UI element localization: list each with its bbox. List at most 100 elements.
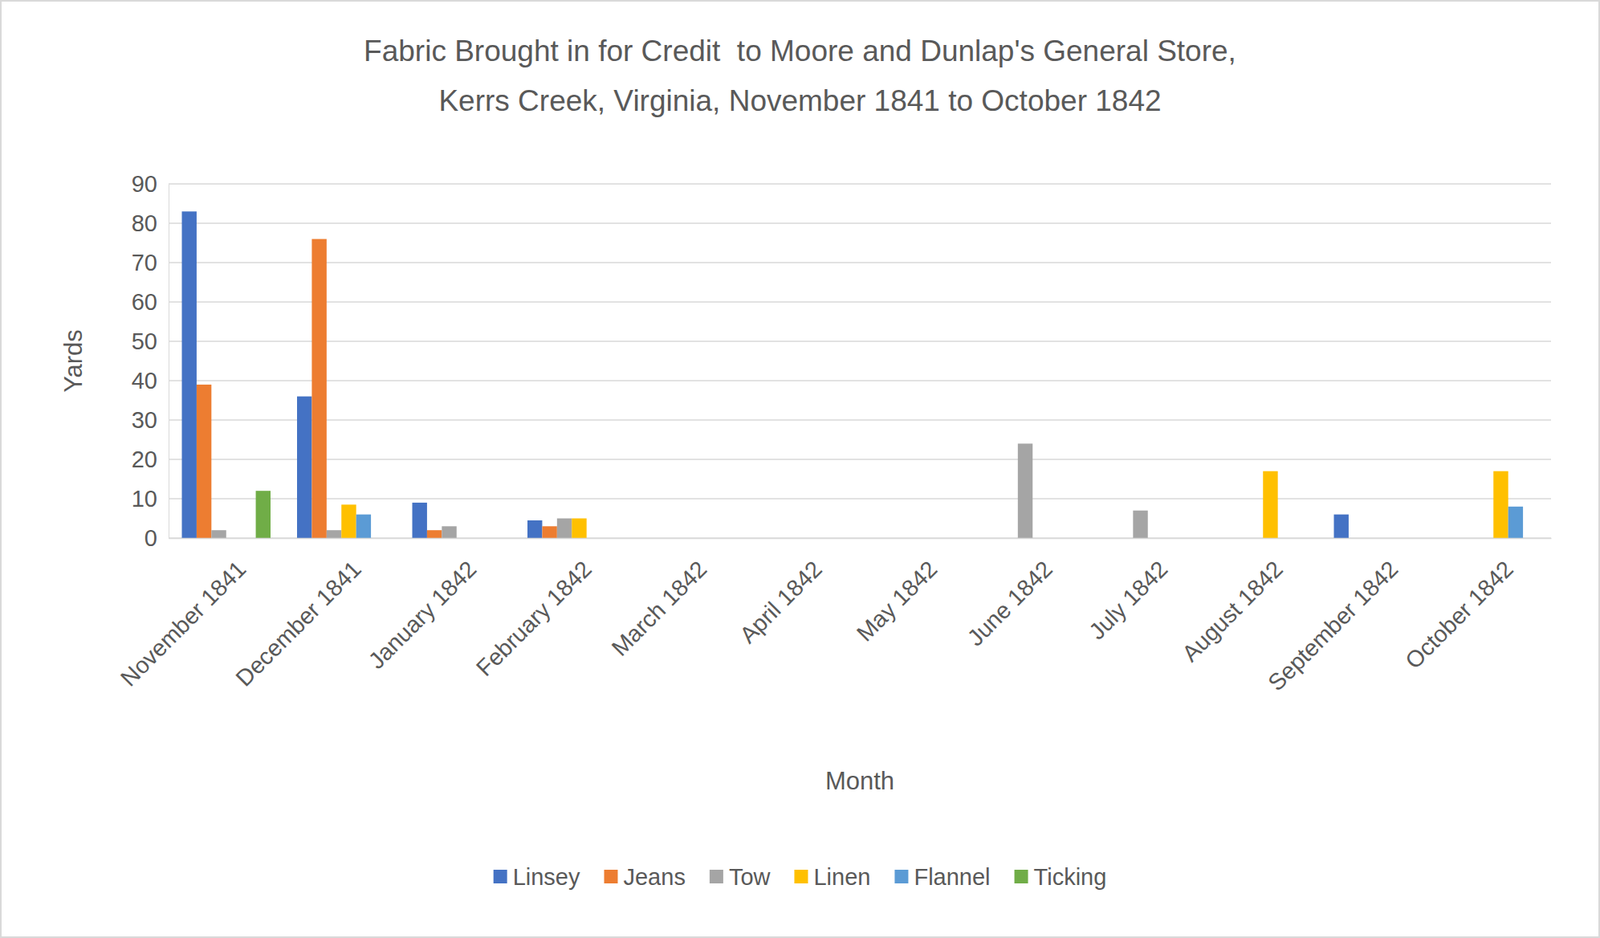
title-line: Fabric Brought in for Credit to Moore an… <box>363 34 1237 68</box>
legend-item: Linsey <box>493 863 581 890</box>
x-tick-label: July 1842 <box>1083 555 1173 644</box>
x-axis-line <box>169 537 1552 540</box>
legend-item: Flannel <box>894 863 990 890</box>
x-tick: May 1842 <box>851 537 943 647</box>
legend-swatch <box>493 869 508 884</box>
x-tick: June 1842 <box>962 537 1058 652</box>
bar <box>427 529 442 538</box>
bar <box>1493 471 1508 538</box>
bar <box>412 502 428 538</box>
y-axis-title: Yards <box>59 329 88 393</box>
bar <box>557 518 572 539</box>
bars <box>182 211 1524 538</box>
y-tick-label: 0 <box>144 525 158 551</box>
x-tick-label: September 1842 <box>1262 555 1403 696</box>
legend: Linsey Jeans Tow Linen Flannel Ticking <box>493 863 1108 890</box>
bar <box>326 529 342 538</box>
legend-label: Jeans <box>622 863 685 890</box>
y-tick: 90 <box>131 170 169 197</box>
legend-label: Linen <box>813 863 871 890</box>
y-tick: 80 <box>131 210 169 237</box>
x-tick-label: May 1842 <box>851 555 943 647</box>
x-tick: March 1842 <box>606 537 713 661</box>
bar <box>1508 506 1523 538</box>
grid-line <box>168 379 1552 382</box>
y-tick-label: 40 <box>131 367 158 394</box>
title-line: Kerrs Creek, Virginia, November 1841 to … <box>438 84 1161 118</box>
x-tick: July 1842 <box>1083 537 1173 645</box>
y-tick-label: 80 <box>131 210 158 237</box>
bar <box>541 525 557 538</box>
series <box>256 490 271 538</box>
bar <box>341 504 356 538</box>
x-tick: December 1841 <box>230 537 367 692</box>
y-tick-label: 30 <box>131 407 158 433</box>
bar <box>311 239 326 538</box>
y-axis: 0 10 20 30 40 50 60 70 80 90 <box>131 170 170 551</box>
x-tick: April 1842 <box>734 537 827 648</box>
series <box>211 443 1148 538</box>
chart: Fabric Brought in for Credit to Moore an… <box>0 0 1600 938</box>
y-tick: 60 <box>131 289 169 315</box>
x-tick-label: June 1842 <box>962 555 1058 651</box>
series <box>196 239 558 538</box>
title: Fabric Brought in for Credit to Moore an… <box>363 34 1237 118</box>
grid-line <box>168 340 1552 342</box>
y-tick-label: 20 <box>131 446 158 473</box>
legend-item: Linen <box>793 863 871 890</box>
legend-label: Flannel <box>913 863 990 890</box>
x-tick-label: November 1841 <box>115 555 252 692</box>
x-tick-label: March 1842 <box>606 555 713 661</box>
bar <box>356 514 371 538</box>
x-tick-label: January 1842 <box>363 555 482 674</box>
y-tick: 0 <box>144 525 169 551</box>
grid-line <box>168 261 1552 264</box>
legend-swatch <box>793 869 808 884</box>
y-tick-label: 70 <box>131 249 158 276</box>
y-tick: 70 <box>131 249 169 276</box>
legend-item: Jeans <box>603 863 685 890</box>
legend-item: Ticking <box>1014 863 1108 890</box>
grid-line <box>168 222 1552 224</box>
y-tick: 30 <box>131 407 169 433</box>
y-tick-label: 60 <box>131 289 158 315</box>
x-tick-label: February 1842 <box>471 555 597 681</box>
bar <box>571 518 587 539</box>
bar <box>1262 471 1278 538</box>
legend-label: Tow <box>728 863 772 890</box>
bar <box>182 211 197 538</box>
bar <box>256 490 271 538</box>
legend-label: Linsey <box>512 863 581 890</box>
y-tick: 20 <box>131 446 169 473</box>
legend-swatch <box>709 869 724 884</box>
x-tick: August 1842 <box>1176 537 1288 667</box>
legend-swatch <box>603 869 618 884</box>
legend-label: Ticking <box>1034 863 1108 890</box>
x-axis-title: Month <box>825 766 895 795</box>
bar <box>211 529 226 538</box>
y-tick: 50 <box>131 328 169 355</box>
legend-swatch <box>894 869 908 884</box>
grid-line <box>168 419 1552 421</box>
grid-line <box>168 497 1552 500</box>
x-tick-label: August 1842 <box>1176 555 1288 667</box>
y-tick-label: 90 <box>131 170 158 197</box>
legend-item: Tow <box>709 863 772 890</box>
grid-line <box>168 183 1552 185</box>
series <box>341 471 1508 538</box>
chart-frame <box>0 0 1600 937</box>
grid-line <box>168 458 1552 461</box>
series <box>356 506 1523 538</box>
legend-swatch <box>1014 869 1029 884</box>
bar <box>297 396 312 538</box>
x-tick-label: April 1842 <box>734 555 827 648</box>
y-tick: 40 <box>131 367 169 394</box>
x-axis: November 1841December 1841January 1842Fe… <box>115 537 1552 696</box>
x-tick: February 1842 <box>471 537 597 681</box>
x-tick: November 1841 <box>115 537 252 692</box>
grid-line <box>168 301 1552 303</box>
bar <box>527 520 542 538</box>
y-tick: 10 <box>131 485 169 512</box>
x-tick-label: December 1841 <box>230 555 367 692</box>
y-tick-label: 50 <box>131 328 158 355</box>
